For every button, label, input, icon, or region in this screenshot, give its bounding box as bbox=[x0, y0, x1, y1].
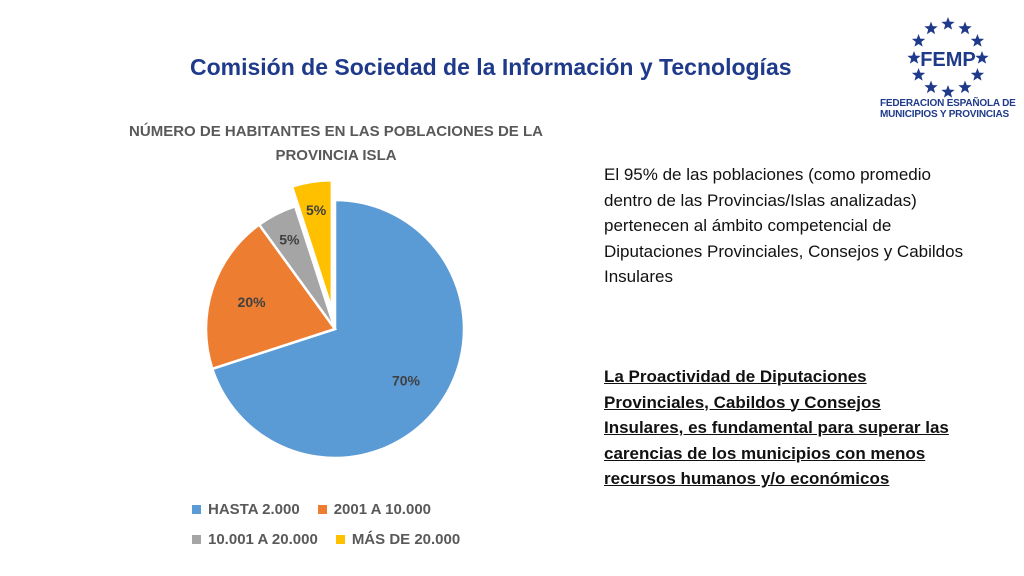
legend-item-10001-20000: 10.001 A 20.000 bbox=[192, 531, 318, 548]
legend-item-2001-10000: 2001 A 10.000 bbox=[317, 500, 432, 518]
star-icon bbox=[970, 68, 985, 81]
logo-text: FEMP bbox=[920, 49, 976, 71]
data-label-0: 70% bbox=[392, 373, 421, 389]
slide-title: Comisión de Sociedad de la Información y… bbox=[190, 54, 792, 80]
legend-label: 2001 A 10.000 bbox=[333, 500, 432, 518]
star-icon bbox=[924, 80, 938, 94]
logo-caption: FEDERACION ESPAÑOLA DE MUNICIPIOS Y PROV… bbox=[880, 98, 1016, 120]
star-ring-icon bbox=[907, 17, 989, 98]
star-icon bbox=[941, 17, 955, 30]
data-label-1: 20% bbox=[238, 294, 267, 310]
legend-swatch bbox=[317, 504, 327, 514]
pie-slice-0 bbox=[210, 198, 466, 460]
legend-item-hasta-2000: HASTA 2.000 bbox=[192, 501, 300, 518]
legend-item-mas-20000: MÁS DE 20.000 bbox=[335, 530, 461, 548]
star-icon bbox=[907, 51, 921, 64]
chart-title: NÚMERO DE HABITANTES EN LAS POBLACIONES … bbox=[129, 123, 543, 164]
legend-swatch bbox=[192, 504, 201, 514]
legend-label: 10.001 A 20.000 bbox=[208, 530, 318, 548]
pie-slice-1 bbox=[204, 222, 338, 371]
legend-swatch bbox=[335, 534, 345, 544]
legend-row: HASTA 2.000 2001 A 10.000 bbox=[192, 494, 522, 524]
star-icon bbox=[911, 68, 926, 81]
data-label-2: 5% bbox=[279, 231, 300, 247]
legend-label: HASTA 2.000 bbox=[208, 500, 300, 518]
star-icon bbox=[911, 34, 926, 47]
highlight-paragraph: La Proactividad de Diputaciones Provinci… bbox=[604, 367, 949, 488]
star-icon bbox=[958, 80, 972, 94]
star-icon bbox=[958, 21, 972, 35]
star-icon bbox=[924, 21, 938, 35]
star-icon bbox=[941, 85, 955, 98]
data-label-3: 5% bbox=[306, 202, 327, 218]
chart-legend: HASTA 2.000 2001 A 10.000 10.001 A 20.00… bbox=[192, 494, 522, 554]
femp-logo: FEMP bbox=[907, 17, 989, 98]
star-icon bbox=[975, 51, 989, 64]
pie-chart: 70% 20% 5% 5% bbox=[204, 178, 466, 460]
pie-slice-3 bbox=[290, 178, 334, 310]
legend-row: 10.001 A 20.000 MÁS DE 20.000 bbox=[192, 524, 522, 554]
legend-label: MÁS DE 20.000 bbox=[351, 530, 461, 548]
legend-swatch bbox=[192, 534, 201, 544]
summary-paragraph: El 95% de las poblaciones (como promedio… bbox=[604, 165, 964, 286]
pie-slice-2 bbox=[257, 204, 337, 330]
star-icon bbox=[970, 34, 985, 47]
